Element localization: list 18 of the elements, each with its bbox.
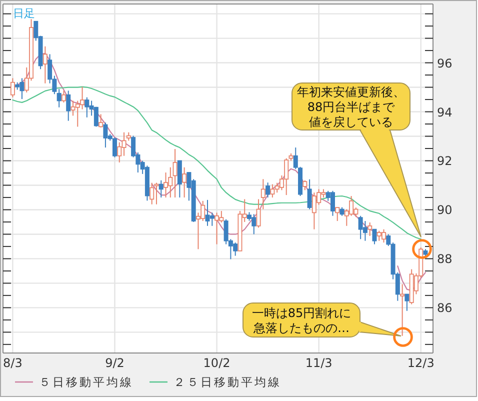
callout: 一時は85円割れに急落したものの… — [242, 302, 402, 338]
y-tick-label: 92 — [437, 154, 452, 168]
callout: 年初来安値更新後、88円台半ばまで値を戻している — [292, 82, 422, 238]
y-tick-label: 94 — [437, 105, 452, 120]
annotation: 一時は85円割れに急落したものの… — [252, 306, 352, 335]
legend-label: ５日移動平均線 — [39, 375, 134, 389]
legend-label: ２５日移動平均線 — [174, 375, 282, 389]
x-tick-label: 8/3 — [3, 356, 22, 370]
annotation: 年初来安値更新後、88円台半ばまで値を戻している — [297, 85, 405, 129]
x-tick-label: 12/3 — [407, 356, 434, 370]
x-tick-label: 10/2 — [203, 356, 230, 370]
y-tick-label: 86 — [437, 301, 452, 316]
x-tick-label: 11/3 — [305, 356, 332, 370]
x-tick-label: 9/2 — [105, 356, 124, 370]
chart-title: 日足 — [13, 7, 35, 20]
y-tick-label: 90 — [437, 203, 452, 218]
y-tick-label: 88 — [437, 252, 452, 266]
y-tick-label: 96 — [437, 56, 452, 70]
